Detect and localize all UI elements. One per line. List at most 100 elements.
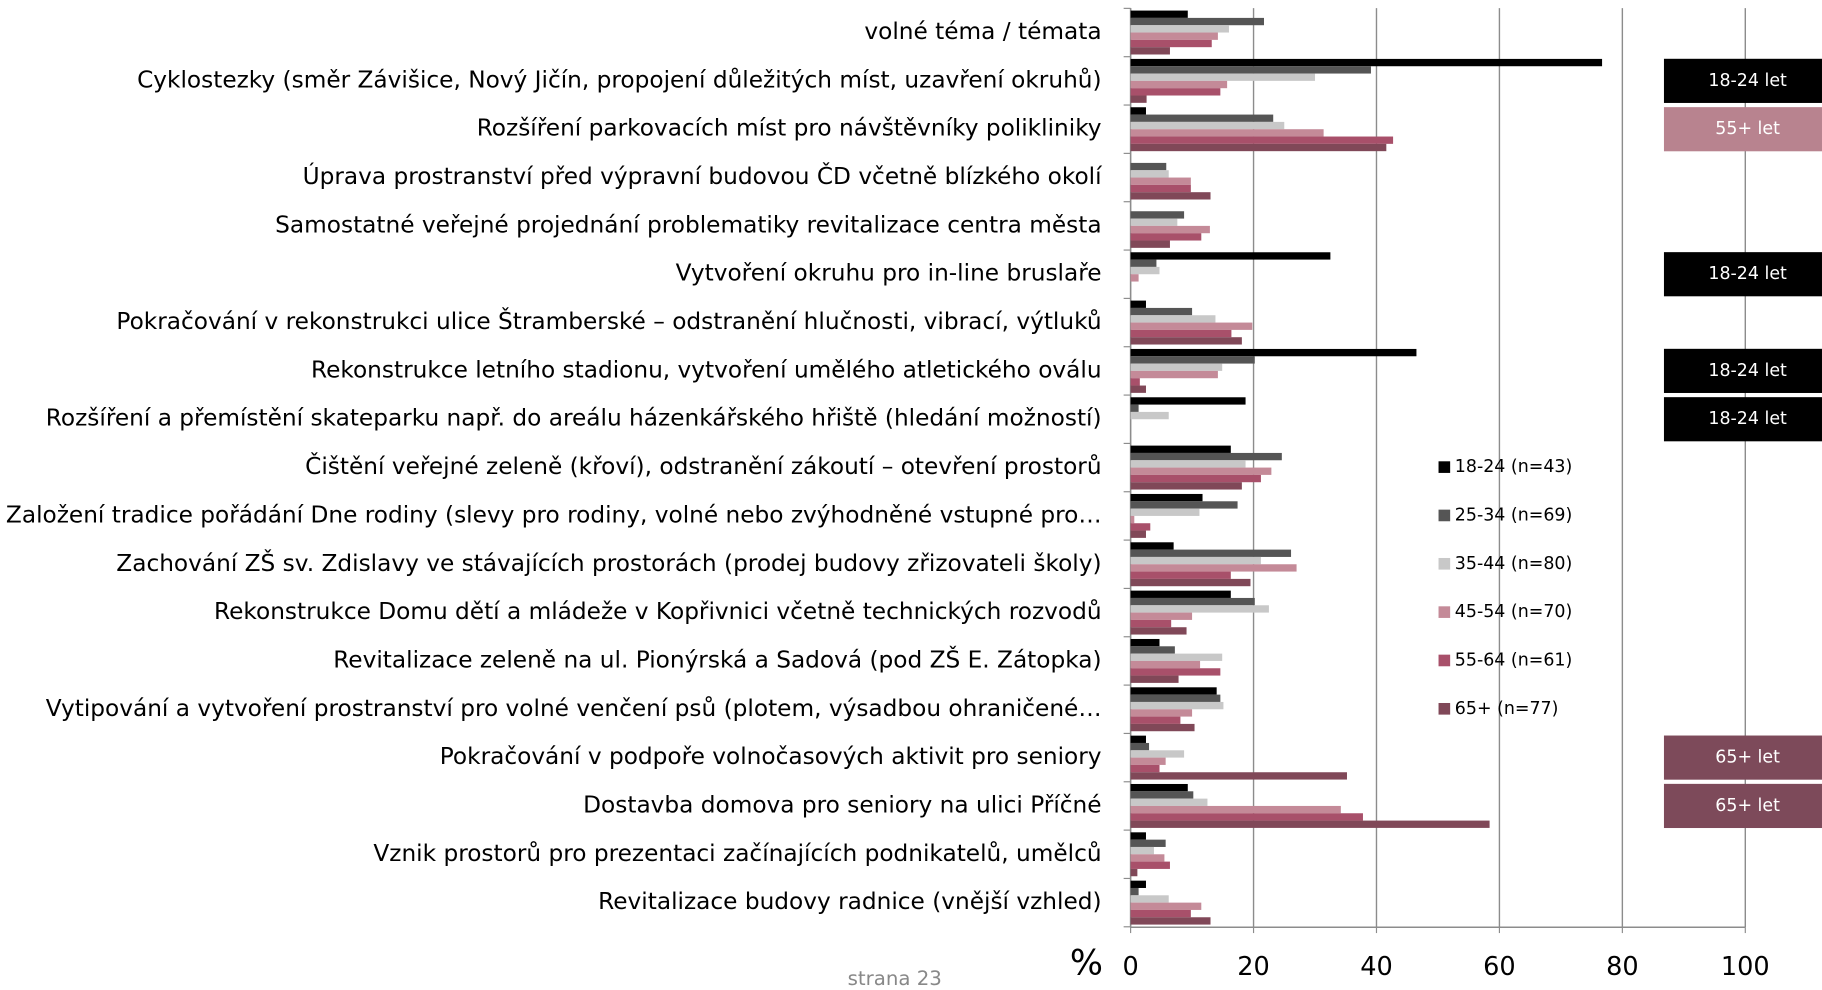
bar xyxy=(1130,854,1165,862)
bar xyxy=(1130,638,1160,647)
bar xyxy=(1130,411,1169,420)
legend-swatch xyxy=(1438,702,1451,715)
bar xyxy=(1130,832,1146,840)
bar xyxy=(1130,322,1253,330)
bar xyxy=(1130,356,1255,364)
highlight-box xyxy=(1663,58,1822,103)
bar xyxy=(1130,95,1147,103)
bar xyxy=(1130,47,1170,55)
bar xyxy=(1130,315,1216,323)
bar xyxy=(1130,887,1139,896)
bar xyxy=(1130,542,1174,550)
x-tick-label: 40 xyxy=(1360,952,1393,982)
bar xyxy=(1130,143,1387,152)
bar xyxy=(1130,660,1201,669)
bar xyxy=(1130,668,1221,676)
y-tick-label: Založení tradice pořádání Dne rodiny (sl… xyxy=(6,501,1102,528)
bar xyxy=(1130,508,1200,516)
bar xyxy=(1130,482,1242,490)
bar xyxy=(1130,225,1210,234)
y-tick-label: Rozšíření parkovacích míst pro návštěvní… xyxy=(477,115,1102,142)
bar xyxy=(1130,902,1202,910)
x-tick-label: 20 xyxy=(1237,952,1270,982)
y-tick-label: Čištění veřejné zeleně (křoví), odstraně… xyxy=(305,452,1101,480)
bar xyxy=(1130,701,1224,710)
bar xyxy=(1130,252,1331,260)
bar xyxy=(1130,129,1324,137)
x-axis-label: % xyxy=(1070,943,1103,983)
y-tick-label: Cyklostezky (směr Závišice, Nový Jičín, … xyxy=(137,66,1101,93)
bar xyxy=(1130,17,1264,26)
bar xyxy=(1130,39,1212,48)
legend-swatch xyxy=(1438,654,1451,667)
bar xyxy=(1130,909,1191,918)
x-tick-label: 100 xyxy=(1721,952,1770,982)
bar xyxy=(1130,107,1146,115)
legend-label: 18-24 (n=43) xyxy=(1455,457,1572,477)
bar xyxy=(1130,772,1347,780)
bar xyxy=(1130,709,1193,717)
bar xyxy=(1130,58,1603,67)
bar xyxy=(1130,805,1341,814)
bar xyxy=(1130,274,1139,282)
y-tick-label: Vytipování a vytvoření prostranství pro … xyxy=(46,695,1102,722)
bar xyxy=(1130,177,1191,185)
bar xyxy=(1130,211,1185,219)
bar xyxy=(1130,564,1297,572)
highlight-label: 18-24 let xyxy=(1708,264,1787,284)
bar xyxy=(1130,121,1285,130)
bar xyxy=(1130,578,1251,587)
bar xyxy=(1130,757,1166,765)
bar xyxy=(1130,501,1238,509)
bar xyxy=(1130,597,1255,606)
x-tick-label: 80 xyxy=(1606,952,1639,982)
bar xyxy=(1130,868,1138,877)
bar xyxy=(1130,619,1172,628)
x-tick-label: 60 xyxy=(1483,952,1516,982)
bar xyxy=(1130,839,1166,847)
bar xyxy=(1130,515,1135,524)
bar xyxy=(1130,218,1178,226)
highlight-box xyxy=(1663,252,1822,297)
highlight-box xyxy=(1663,783,1822,829)
bar xyxy=(1130,571,1231,579)
bar xyxy=(1130,523,1151,531)
bar xyxy=(1130,895,1169,903)
legend-label: 35-44 (n=80) xyxy=(1455,554,1572,574)
bar xyxy=(1130,783,1188,792)
y-tick-label: Zachování ZŠ sv. Zdislavy ve stávajících… xyxy=(116,549,1101,577)
bar xyxy=(1130,25,1229,33)
legend-label: 55-64 (n=61) xyxy=(1455,650,1572,670)
bar xyxy=(1130,716,1181,724)
highlight-box xyxy=(1663,107,1822,152)
legend-swatch xyxy=(1438,606,1451,618)
bar xyxy=(1130,861,1170,869)
y-tick-label: Pokračování v rekonstrukci ulice Štrambe… xyxy=(116,307,1101,335)
bar xyxy=(1130,136,1394,144)
bar xyxy=(1130,266,1160,275)
bar xyxy=(1130,612,1193,620)
bar xyxy=(1130,363,1223,371)
legend-label: 45-54 (n=70) xyxy=(1455,602,1572,622)
bar xyxy=(1130,378,1140,386)
highlight-label: 18-24 let xyxy=(1708,71,1787,91)
bar xyxy=(1130,687,1217,695)
footer: strana 23 xyxy=(848,967,942,990)
bar xyxy=(1130,723,1195,732)
legend-swatch xyxy=(1438,461,1451,473)
y-tick-label: Rekonstrukce letního stadionu, vytvoření… xyxy=(311,356,1102,383)
bar xyxy=(1130,556,1261,565)
bar xyxy=(1130,184,1191,193)
bar xyxy=(1130,80,1228,89)
bar xyxy=(1130,170,1169,178)
bar xyxy=(1130,259,1157,267)
bar xyxy=(1130,653,1223,661)
bar xyxy=(1130,605,1269,613)
bar xyxy=(1130,750,1185,758)
bar xyxy=(1130,329,1232,338)
bar xyxy=(1130,627,1187,635)
highlight-label: 65+ let xyxy=(1715,748,1780,768)
legend-label: 65+ (n=77) xyxy=(1455,699,1559,719)
bar xyxy=(1130,404,1139,412)
